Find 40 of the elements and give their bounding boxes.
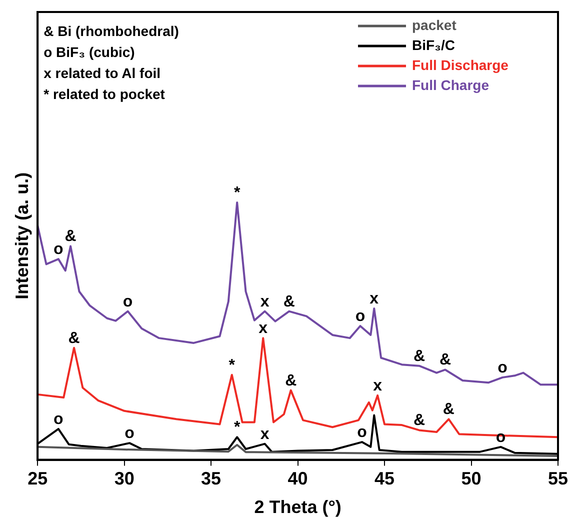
annotation: o	[355, 308, 366, 325]
annotation: *	[234, 184, 241, 202]
legend-label: packet	[412, 16, 457, 33]
legend-label: BiF₃/C	[412, 36, 456, 53]
annotation: &	[442, 401, 455, 418]
annotation: o	[122, 293, 133, 310]
x-axis-title: 2 Theta (°)	[254, 497, 342, 518]
annotation: x	[260, 293, 270, 310]
annotation: &	[68, 330, 80, 347]
x-tick-label: 55	[548, 468, 568, 489]
annotation: x	[260, 426, 270, 443]
x-tick-label: 50	[461, 468, 482, 489]
x-tick-label: 35	[201, 468, 222, 489]
text: & Bi (rhombohedral)	[44, 23, 179, 39]
annotation: &	[285, 372, 298, 390]
legend-label: Full Charge	[412, 76, 490, 93]
text: x related to Al foil	[44, 65, 161, 81]
legend-label: Full Discharge	[412, 56, 509, 73]
y-axis-title: Intensity (a. u.)	[12, 172, 32, 300]
x-tick-label: 30	[114, 468, 134, 489]
annotation: o	[54, 410, 64, 428]
annotation: x	[258, 320, 268, 338]
annotation: &	[439, 352, 452, 369]
annotation: *	[234, 419, 241, 436]
annotation: x	[370, 290, 379, 308]
x-tick-label: 45	[374, 468, 395, 489]
annotation: x	[373, 377, 382, 394]
annotation: &	[283, 293, 296, 310]
x-tick-label: 40	[288, 468, 308, 489]
annotation: &	[413, 412, 426, 430]
text: * related to pocket	[44, 86, 166, 102]
annotation: &	[413, 348, 426, 365]
annotation: o	[498, 359, 508, 376]
annotation: &	[64, 228, 77, 246]
text: o BiF₃ (cubic)	[44, 44, 135, 60]
annotation: o	[54, 241, 64, 258]
x-tick-label: 25	[28, 468, 48, 489]
annotation: *	[228, 356, 236, 374]
annotation: o	[124, 425, 135, 442]
annotation: o	[357, 424, 368, 442]
